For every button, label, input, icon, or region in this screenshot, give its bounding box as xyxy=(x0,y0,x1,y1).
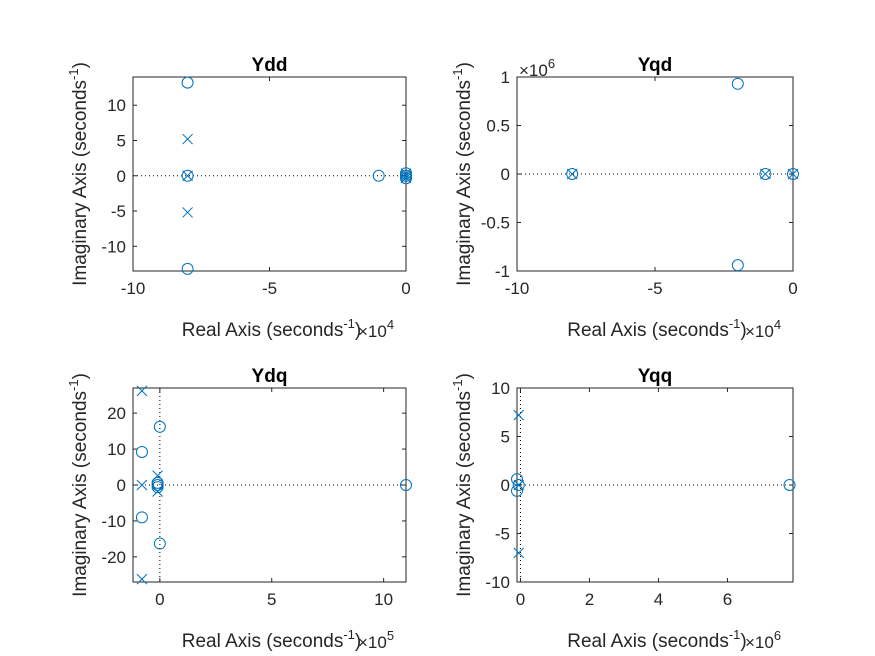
x-tick-label: 2 xyxy=(585,590,594,609)
x-tick-label: 0 xyxy=(788,279,797,298)
subplot-title: Ydd xyxy=(252,55,288,76)
y-tick-label: -10 xyxy=(101,237,126,256)
y-tick-label: 20 xyxy=(107,404,126,423)
pole-marker xyxy=(136,479,148,491)
x-axis-label: Real Axis (seconds-1) xyxy=(182,627,361,652)
pole-marker xyxy=(182,170,193,182)
zero-marker xyxy=(181,262,194,275)
zero-marker xyxy=(181,169,194,182)
y-tick-label: -20 xyxy=(101,548,126,567)
y-tick-label: 10 xyxy=(491,379,510,398)
zero-marker xyxy=(400,169,412,182)
x-tick-label: 4 xyxy=(654,590,663,609)
plot-area xyxy=(516,76,794,272)
y-tick-label: -10 xyxy=(485,573,510,592)
pole-marker xyxy=(182,207,193,218)
pole-marker xyxy=(182,133,193,145)
zero-marker xyxy=(511,484,523,497)
x-axis-label: Real Axis (seconds-1) xyxy=(567,316,746,341)
pole-marker xyxy=(513,547,525,559)
zero-marker xyxy=(731,77,744,90)
x-tick-label: -5 xyxy=(262,279,277,298)
pole-marker xyxy=(513,479,525,491)
y-exponent-label: ×106 xyxy=(519,56,555,80)
x-tick-label: 6 xyxy=(723,590,732,609)
pole-marker xyxy=(136,385,148,397)
x-tick-label: 5 xyxy=(267,590,276,609)
zero-marker xyxy=(153,537,166,550)
plot-area xyxy=(516,387,794,583)
zero-marker xyxy=(400,167,412,180)
y-tick-label: 0.5 xyxy=(486,117,510,136)
subplot-title: Ydq xyxy=(252,366,288,387)
y-tick-label: 0 xyxy=(501,476,510,495)
plot-area xyxy=(132,76,407,272)
zero-marker xyxy=(512,479,525,491)
zero-marker xyxy=(731,259,744,272)
zero-marker xyxy=(135,445,148,458)
x-exponent-label: ×104 xyxy=(745,317,781,341)
zero-marker xyxy=(783,479,796,491)
x-exponent-label: ×104 xyxy=(358,317,394,341)
x-tick-label: -10 xyxy=(121,279,146,298)
y-tick-label: 0 xyxy=(501,165,510,184)
y-axis-label: Imaginary Axis (seconds-1) xyxy=(66,62,91,286)
subplot-ydq: 0 5 10 -20 -10 0 10 20 Ydq Real Axis (seconds-1) I… xyxy=(66,366,412,652)
zero-marker xyxy=(151,481,164,494)
y-tick-label: -5 xyxy=(495,525,510,544)
y-tick-label: 0 xyxy=(117,167,126,186)
y-axis-label: Imaginary Axis (seconds-1) xyxy=(66,373,91,597)
x-tick-label: -10 xyxy=(505,279,530,298)
x-tick-label: 0 xyxy=(155,590,164,609)
subplot-yqq: 0 2 4 6 -10 -5 0 5 10 Yqq Real Axis (seconds-1) Ima… xyxy=(450,366,796,652)
zero-marker xyxy=(135,511,148,524)
pole-marker xyxy=(400,168,412,180)
subplot-ydd: -10 -5 0 -10 -5 0 5 10 Ydd Real Axis (seconds-1) I… xyxy=(66,55,412,341)
x-axis-label: Real Axis (seconds-1) xyxy=(567,627,746,652)
x-tick-label: 0 xyxy=(401,279,410,298)
y-tick-label: 5 xyxy=(117,131,126,150)
pole-marker xyxy=(566,168,578,180)
subplot-title: Yqd xyxy=(638,55,672,76)
pole-marker xyxy=(400,172,412,184)
pole-marker xyxy=(152,486,163,497)
zero-marker xyxy=(511,473,523,486)
zero-marker xyxy=(759,168,772,180)
y-tick-label: -1 xyxy=(495,262,510,281)
zero-marker xyxy=(372,169,385,182)
pole-marker xyxy=(152,470,163,482)
zero-marker xyxy=(566,168,579,180)
y-tick-label: -10 xyxy=(101,512,126,531)
y-tick-label: 1 xyxy=(501,68,510,87)
pole-marker xyxy=(513,409,525,421)
y-tick-label: 10 xyxy=(107,440,126,459)
x-tick-label: 10 xyxy=(374,590,393,609)
zero-marker xyxy=(787,168,799,180)
zero-marker xyxy=(181,76,194,89)
y-tick-label: 0 xyxy=(117,476,126,495)
pole-marker xyxy=(400,170,412,182)
pole-marker xyxy=(787,168,799,180)
subplot-yqd: -10 -5 0 -1 -0.5 0 0.5 1 Yqd Real Axis (seconds-1… xyxy=(450,55,799,341)
x-exponent-label: ×105 xyxy=(358,628,394,652)
x-tick-label: 0 xyxy=(516,590,525,609)
pole-marker xyxy=(136,573,148,585)
zero-marker xyxy=(153,420,166,433)
x-axis-label: Real Axis (seconds-1) xyxy=(182,316,361,341)
y-axis-label: Imaginary Axis (seconds-1) xyxy=(450,62,475,286)
y-tick-label: -5 xyxy=(111,202,126,221)
x-tick-label: -5 xyxy=(647,279,662,298)
y-tick-label: -0.5 xyxy=(481,214,510,233)
y-axis-label: Imaginary Axis (seconds-1) xyxy=(450,373,475,597)
zero-marker xyxy=(400,172,412,185)
y-tick-label: 10 xyxy=(107,96,126,115)
x-exponent-label: ×106 xyxy=(745,628,781,652)
zero-marker xyxy=(400,479,412,491)
pole-marker xyxy=(760,168,771,180)
y-tick-label: 5 xyxy=(501,428,510,447)
subplot-title: Yqq xyxy=(638,366,672,387)
